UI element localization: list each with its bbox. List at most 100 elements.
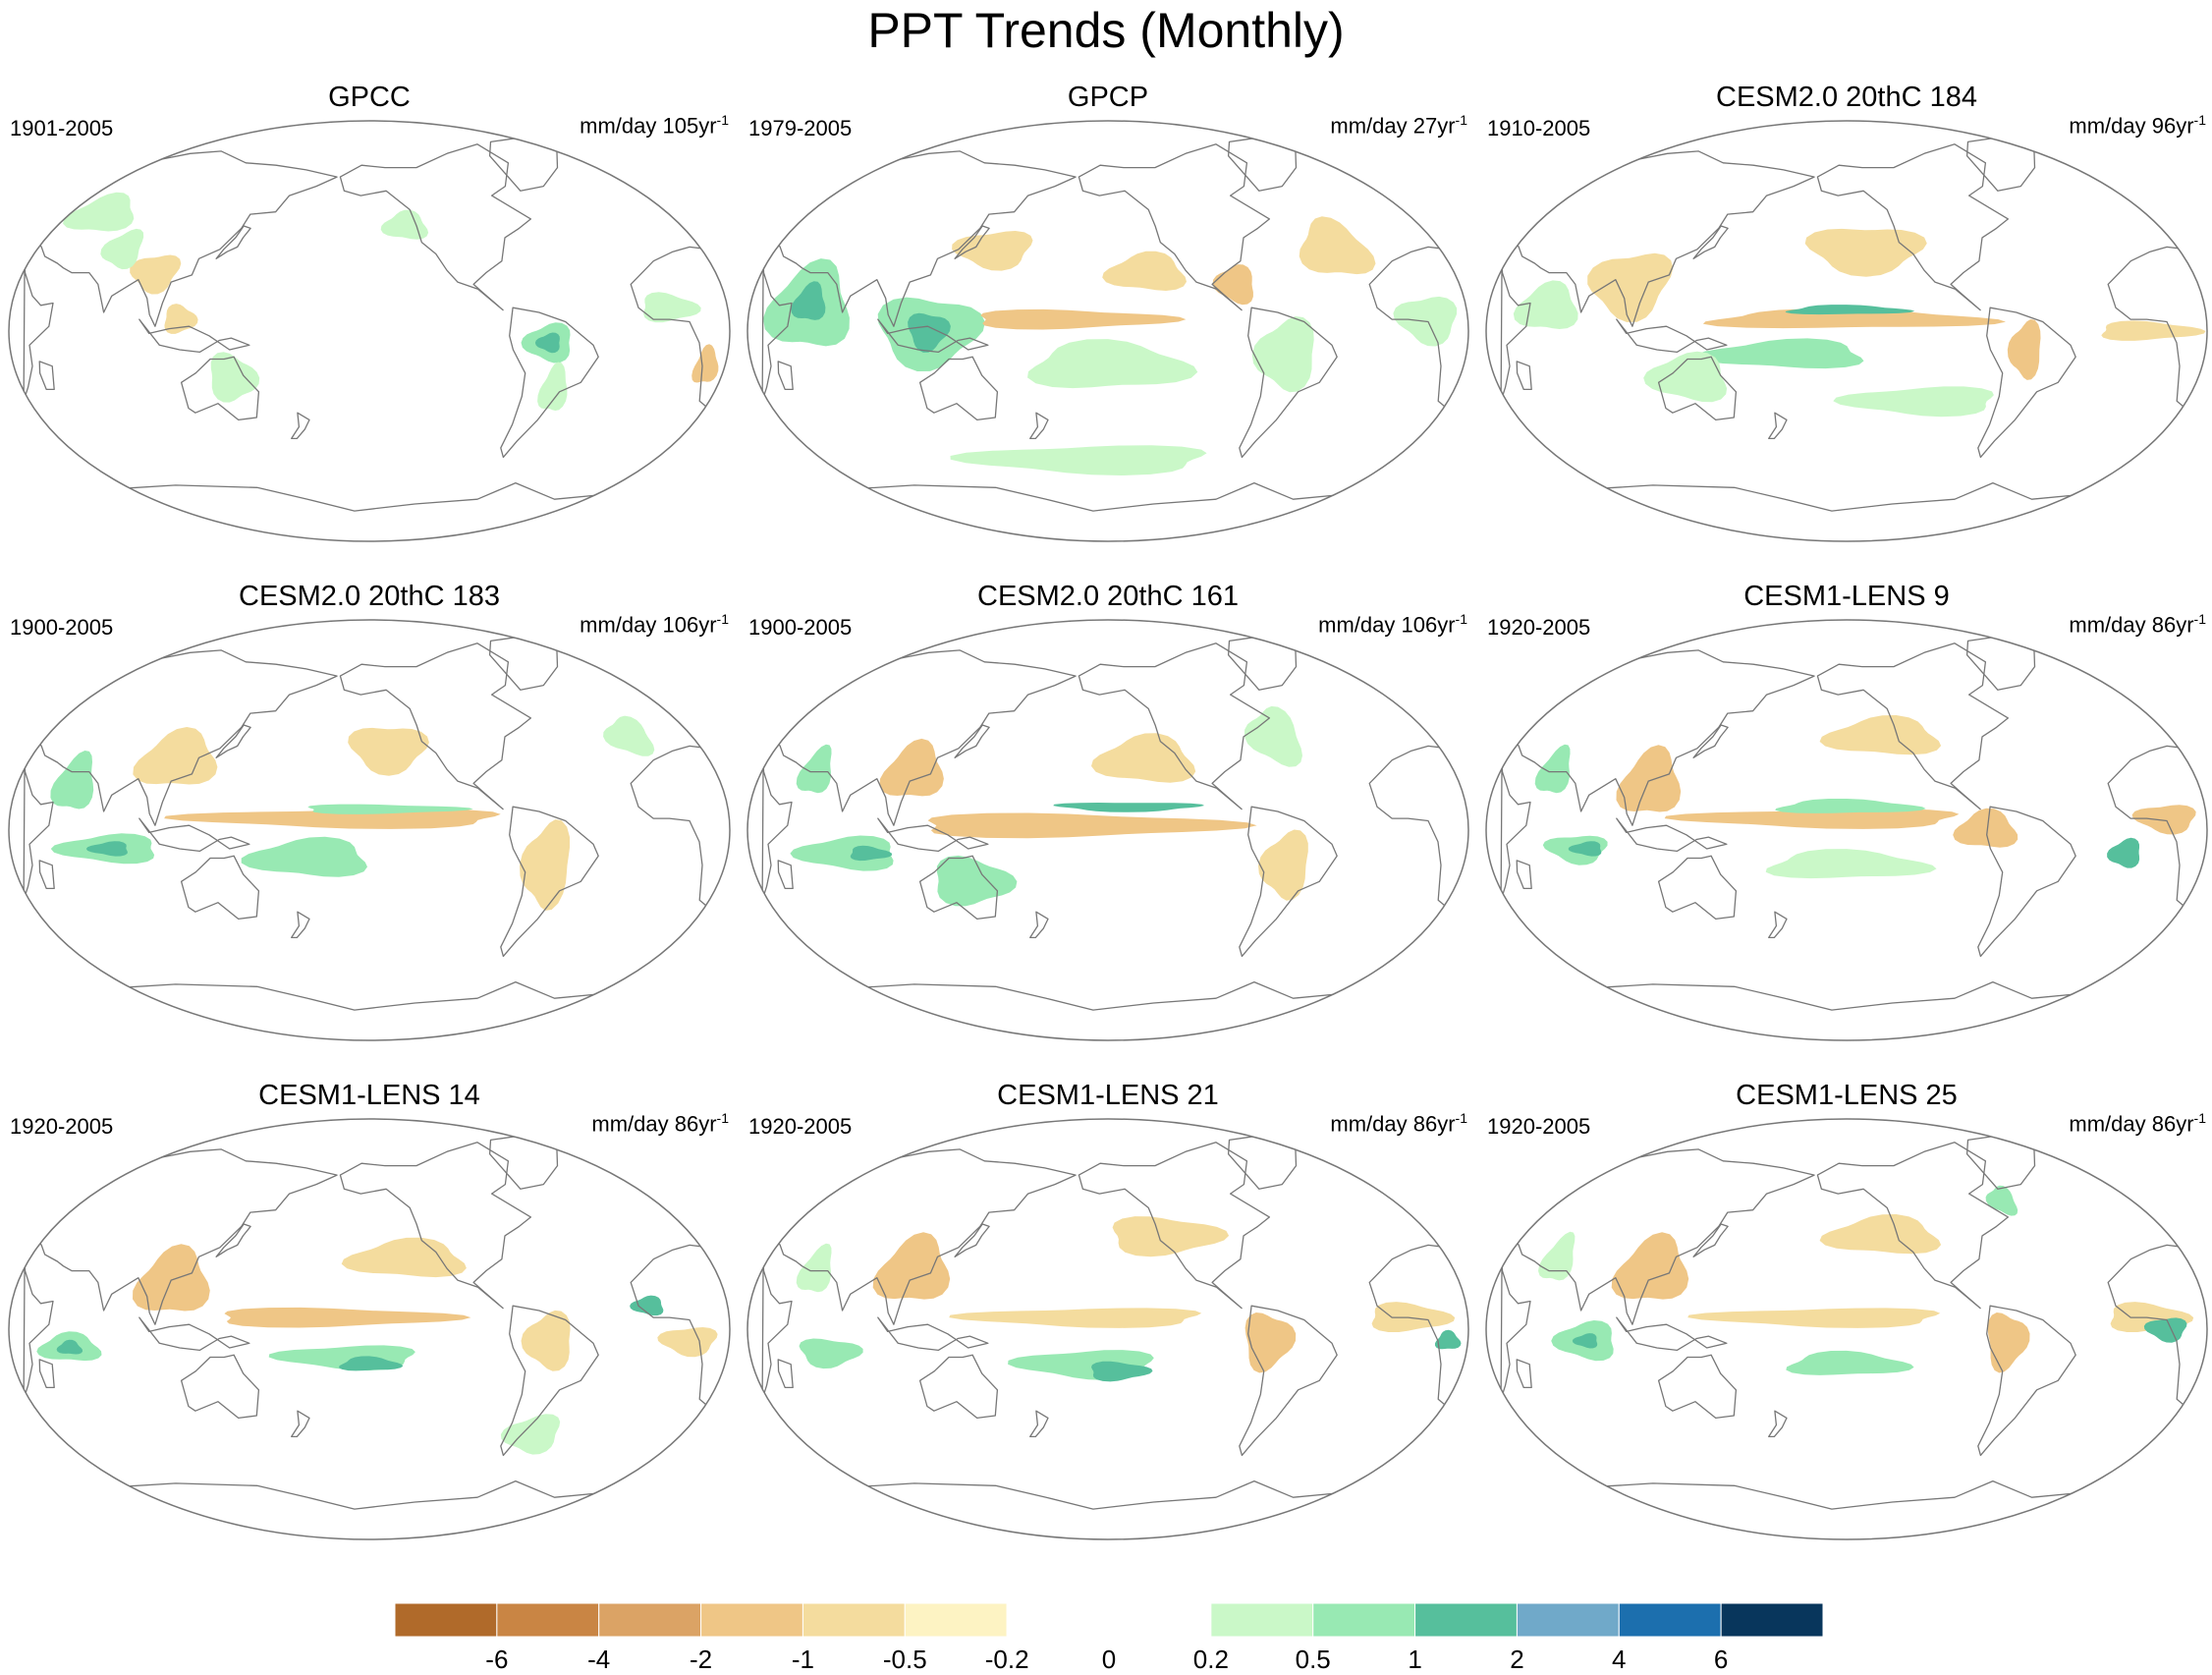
colorbar-swatch xyxy=(904,1602,1008,1638)
coastline-africa-west xyxy=(2107,246,2189,412)
coastline-madagascar xyxy=(38,1359,55,1389)
precip-anomaly-region xyxy=(796,744,832,794)
panel-title: CESM2.0 20thC 184 xyxy=(1716,82,1977,113)
map-border xyxy=(747,120,1469,542)
coastline-madagascar xyxy=(777,860,794,890)
precip-anomaly-region xyxy=(1299,216,1376,275)
map-border xyxy=(747,619,1469,1041)
coastline-australia xyxy=(180,855,260,921)
precip-anomaly-region xyxy=(1785,305,1915,315)
coastline-australia xyxy=(918,855,999,921)
coastline-antarctica xyxy=(837,481,1393,512)
units-exponent: -1 xyxy=(1455,1110,1467,1126)
precip-anomaly-region xyxy=(380,209,429,240)
precip-anomaly-region xyxy=(1091,1361,1153,1382)
coastline-africa-west xyxy=(1368,246,1451,412)
coastline-australia xyxy=(1657,1354,1738,1420)
coastline-north-america xyxy=(1078,143,1271,311)
precip-anomaly-region xyxy=(1027,339,1198,389)
precip-anomaly-region xyxy=(1616,745,1682,812)
panel-years: 1920-2005 xyxy=(10,1114,114,1139)
coastline-africa-west xyxy=(2107,1244,2189,1410)
units-exponent: -1 xyxy=(1455,611,1467,627)
precip-anomaly-region xyxy=(908,312,951,353)
panel-title: CESM1-LENS 25 xyxy=(1736,1080,1958,1111)
precip-anomaly-region xyxy=(1765,849,1937,879)
precip-anomaly-region xyxy=(1244,1312,1297,1373)
panel-title: CESM1-LENS 21 xyxy=(997,1080,1219,1111)
coastline-south-america xyxy=(1977,1305,2076,1457)
map-border xyxy=(1485,619,2208,1041)
map-border xyxy=(8,120,731,542)
coastline-south-america xyxy=(500,307,599,459)
coastline-africa-west xyxy=(1368,745,1451,911)
map-panel: CESM1-LENS 14 1920-2005 mm/day 86yr-1 xyxy=(8,1079,731,1540)
precip-anomaly-region xyxy=(1611,1232,1689,1300)
precip-anomaly-region xyxy=(85,841,128,857)
map-panel: GPCC 1901-2005 mm/day 105yr-1 xyxy=(8,81,731,542)
panel-units: mm/day 86yr-1 xyxy=(2069,1110,2206,1137)
map-panel: CESM1-LENS 9 1920-2005 mm/day 86yr-1 xyxy=(1485,580,2208,1041)
colorbar-tick-label: -4 xyxy=(587,1645,610,1674)
panel-years: 1920-2005 xyxy=(1487,615,1591,640)
precip-anomaly-region xyxy=(1572,1333,1598,1349)
coastline-antarctica xyxy=(1576,1480,2131,1510)
precip-anomaly-region xyxy=(100,228,144,270)
precip-anomaly-region xyxy=(872,1232,951,1300)
panel-years: 1979-2005 xyxy=(748,116,853,140)
coastline-antarctica xyxy=(98,1480,654,1510)
precip-anomaly-region xyxy=(534,332,560,354)
colorbar-tick-label: -0.2 xyxy=(985,1645,1029,1674)
coastline-north-america xyxy=(1816,642,2010,810)
coastline-africa-west xyxy=(630,246,712,412)
colorbar-tick-label: -6 xyxy=(485,1645,508,1674)
units-exponent: -1 xyxy=(2193,611,2206,627)
coastline-north-america xyxy=(1078,1142,1271,1310)
world-map xyxy=(8,1118,731,1540)
units-exponent: -1 xyxy=(716,1110,729,1126)
colorbar-tick-label: 0.2 xyxy=(1193,1645,1229,1674)
coastline-africa-east xyxy=(1500,1256,1531,1400)
precip-anomaly-region xyxy=(164,809,501,829)
colorbar-tick-label: 0 xyxy=(1102,1645,1116,1674)
units-exponent: -1 xyxy=(1455,112,1467,128)
coastline-eurasia xyxy=(773,1148,1077,1325)
coastline-indonesia xyxy=(1616,817,1728,853)
units-label: mm/day xyxy=(2069,113,2146,139)
coastline-africa-east xyxy=(23,257,54,402)
units-exponent: -1 xyxy=(716,112,729,128)
precip-anomaly-region xyxy=(657,1327,718,1358)
coastline-antarctica xyxy=(98,481,654,512)
coastline-japan xyxy=(1692,1223,1729,1257)
precip-anomaly-region xyxy=(2101,320,2206,341)
trend-period: 106yr xyxy=(662,612,717,638)
coastline-antarctica xyxy=(1576,481,2131,512)
precip-anomaly-region xyxy=(1112,1216,1230,1257)
panel-years: 1920-2005 xyxy=(1487,1114,1591,1139)
coastline-australia xyxy=(180,1354,260,1420)
world-map xyxy=(747,1118,1469,1540)
colorbar-swatch xyxy=(394,1602,498,1638)
colorbar-swatch xyxy=(496,1602,600,1638)
precip-anomaly-region xyxy=(133,727,218,785)
coastline-madagascar xyxy=(1516,1359,1532,1389)
coastline-new-zealand xyxy=(1768,911,1788,939)
coastline-japan xyxy=(215,225,251,259)
coastline-africa-east xyxy=(761,1256,793,1400)
precip-anomaly-region xyxy=(1643,351,1728,403)
colorbar-swatch xyxy=(1618,1602,1722,1638)
map-panel: CESM2.0 20thC 161 1900-2005 mm/day 106yr-1 xyxy=(747,580,1469,1041)
coastline-eurasia xyxy=(773,649,1077,826)
figure-title: PPT Trends (Monthly) xyxy=(867,3,1345,58)
precip-anomaly-region xyxy=(341,1237,467,1278)
coastline-new-zealand xyxy=(291,412,310,440)
units-label: mm/day xyxy=(1330,1111,1408,1137)
world-map xyxy=(747,619,1469,1041)
world-map xyxy=(1485,1118,2208,1540)
precip-anomaly-region xyxy=(1435,1329,1462,1350)
precip-anomaly-region xyxy=(1833,386,1994,418)
units-label: mm/day xyxy=(591,1111,669,1137)
precip-anomaly-region xyxy=(980,308,1187,330)
colorbar-swatch xyxy=(598,1602,702,1638)
map-panel: CESM2.0 20thC 183 1900-2005 mm/day 106yr-1 xyxy=(8,580,731,1041)
